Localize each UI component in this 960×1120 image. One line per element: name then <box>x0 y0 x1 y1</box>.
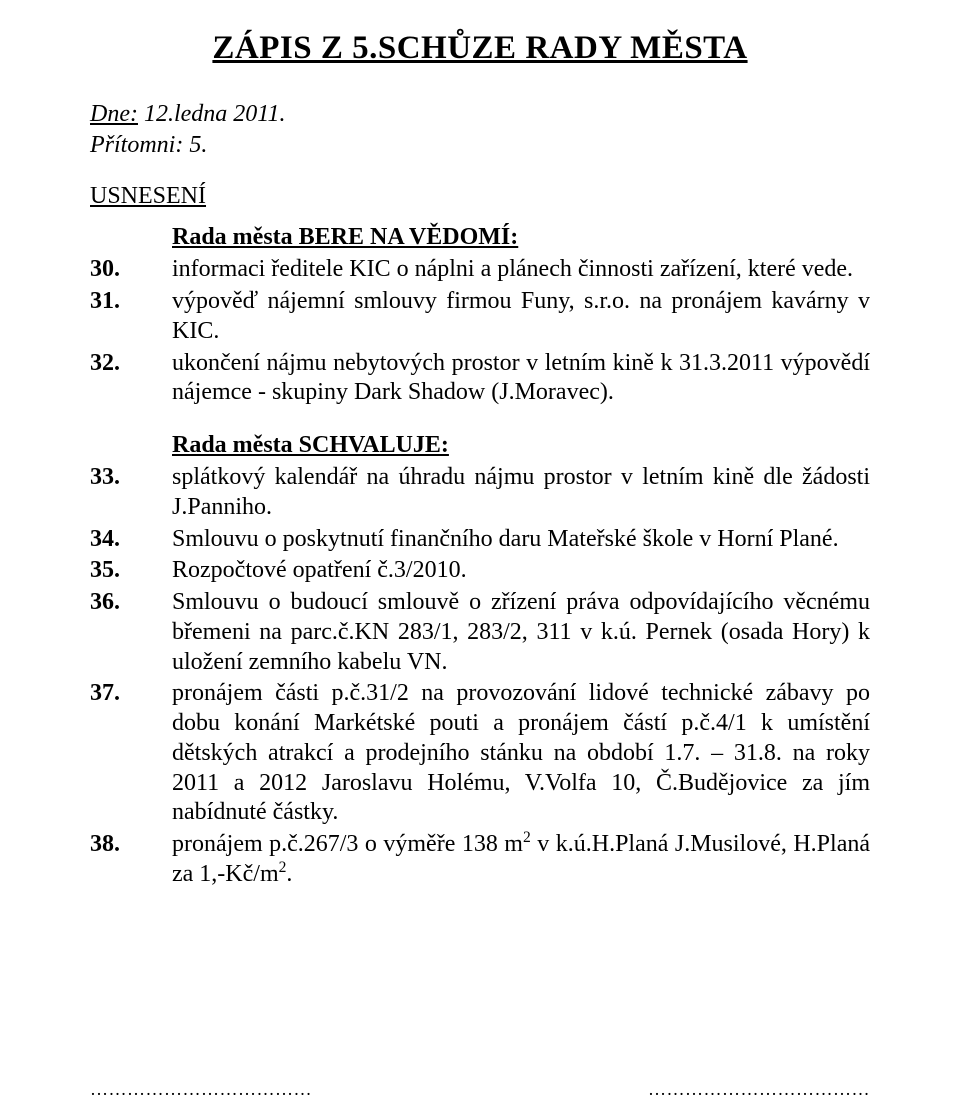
item-number: 31. <box>90 287 172 347</box>
item-body: pronájem části p.č.31/2 na provozování l… <box>172 679 870 828</box>
item-number: 34. <box>90 525 172 555</box>
meta-block: Dne: 12.ledna 2011. Přítomni: 5. <box>90 99 870 161</box>
item-number: 38. <box>90 830 172 890</box>
list-item: 35. Rozpočtové opatření č.3/2010. <box>90 556 870 586</box>
meta-present: Přítomni: 5. <box>90 130 870 161</box>
list-item: 37. pronájem části p.č.31/2 na provozová… <box>90 679 870 828</box>
meta-present-label: Přítomni: <box>90 132 183 158</box>
meta-date-value-text: 12.ledna 2011. <box>144 101 286 127</box>
item-body: splátkový kalendář na úhradu nájmu prost… <box>172 463 870 523</box>
item-number: 37. <box>90 679 172 828</box>
section-b-items: 33. splátkový kalendář na úhradu nájmu p… <box>90 463 870 890</box>
list-item: 32. ukončení nájmu nebytových prostor v … <box>90 349 870 409</box>
list-item: 34. Smlouvu o poskytnutí finančního daru… <box>90 525 870 555</box>
item-body: pronájem p.č.267/3 o výměře 138 m2 v k.ú… <box>172 830 870 890</box>
page-title: ZÁPIS Z 5.SCHŮZE RADY MĚSTA <box>90 30 870 67</box>
signature-line-left: ……………………………… <box>90 1079 312 1100</box>
item38-sup1: 2 <box>523 829 531 846</box>
item-number: 30. <box>90 255 172 285</box>
list-item: 36. Smlouvu o budoucí smlouvě o zřízení … <box>90 588 870 677</box>
item-body: Smlouvu o budoucí smlouvě o zřízení práv… <box>172 588 870 677</box>
item-body: Smlouvu o poskytnutí finančního daru Mat… <box>172 525 870 555</box>
meta-present-value-text: 5. <box>189 132 207 158</box>
meta-date: Dne: 12.ledna 2011. <box>90 99 870 130</box>
item38-post: . <box>286 861 292 887</box>
list-item: 31. výpověď nájemní smlouvy firmou Funy,… <box>90 287 870 347</box>
item-number: 35. <box>90 556 172 586</box>
item-number: 33. <box>90 463 172 523</box>
item-number: 32. <box>90 349 172 409</box>
item-body: Rozpočtové opatření č.3/2010. <box>172 556 870 586</box>
signature-line-right: ……………………………… <box>648 1079 870 1100</box>
item-number: 36. <box>90 588 172 677</box>
list-item: 30. informaci ředitele KIC o náplni a pl… <box>90 255 870 285</box>
section-a-items: 30. informaci ředitele KIC o náplni a pl… <box>90 255 870 408</box>
signature-row: ……………………………… ……………………………… <box>90 1079 870 1100</box>
item-body: informaci ředitele KIC o náplni a plánec… <box>172 255 870 285</box>
section-a-heading: Rada města BERE NA VĚDOMÍ: <box>172 224 870 251</box>
item-body: ukončení nájmu nebytových prostor v letn… <box>172 349 870 409</box>
meta-date-label: Dne: <box>90 101 138 127</box>
item38-pre: pronájem p.č.267/3 o výměře 138 m <box>172 831 523 857</box>
list-item: 33. splátkový kalendář na úhradu nájmu p… <box>90 463 870 523</box>
list-item: 38. pronájem p.č.267/3 o výměře 138 m2 v… <box>90 830 870 890</box>
section-b-heading: Rada města SCHVALUJE: <box>172 432 870 459</box>
resolutions-label: USNESENÍ <box>90 183 870 210</box>
item-body: výpověď nájemní smlouvy firmou Funy, s.r… <box>172 287 870 347</box>
